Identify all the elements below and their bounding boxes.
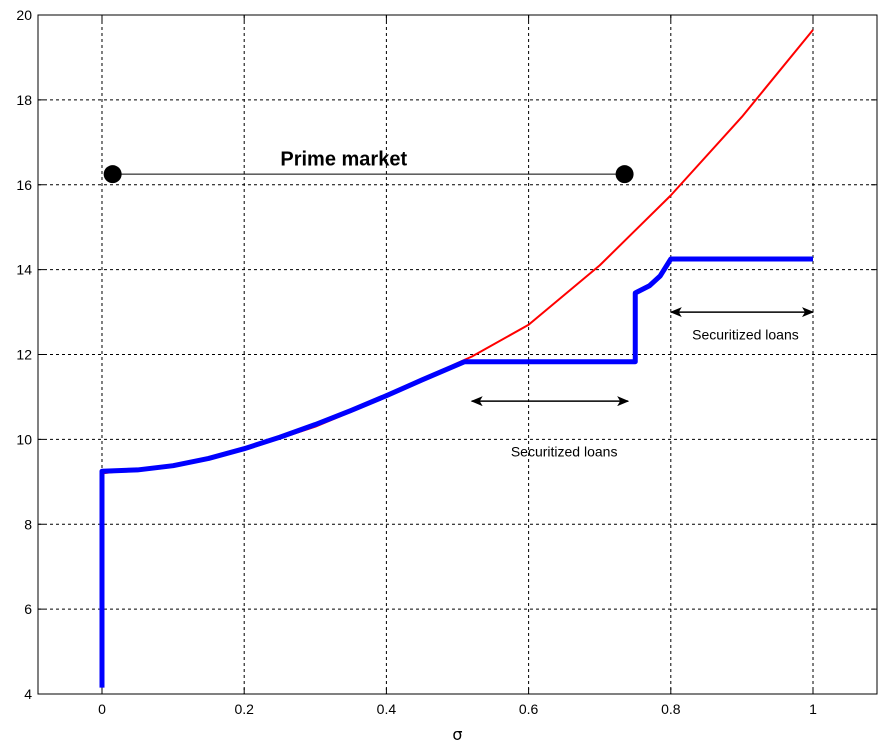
x-tick-label: 0.4 <box>377 701 397 717</box>
annotations: Prime market Securitized loans Securitized… <box>103 149 815 459</box>
x-tick-label: 0 <box>98 701 106 717</box>
plot-series <box>99 29 814 688</box>
y-tick-label: 4 <box>24 686 32 702</box>
range-endpoint-dot <box>615 165 634 184</box>
y-tick-label: 8 <box>24 516 32 532</box>
y-tick-label: 20 <box>16 7 32 23</box>
y-tick-label: 12 <box>16 347 32 363</box>
y-tick-label: 10 <box>16 431 32 447</box>
series-line-2 <box>99 256 814 688</box>
plot-frame <box>37 14 878 695</box>
x-tick-label: 0.2 <box>234 701 254 717</box>
y-tick-label: 6 <box>24 601 32 617</box>
y-tick-label: 16 <box>16 177 32 193</box>
securitized-loans-label: Securitized loans <box>511 443 618 459</box>
series-line-1 <box>101 29 814 475</box>
grid-lines <box>38 15 877 694</box>
range-endpoint-dot <box>103 165 122 184</box>
x-tick-label: 0.6 <box>519 701 539 717</box>
y-tick-label: 14 <box>16 262 32 278</box>
y-tick-label: 18 <box>16 92 32 108</box>
prime-market-label: Prime market <box>280 149 407 171</box>
securitized-loans-label: Securitized loans <box>692 327 799 343</box>
x-axis-label: σ <box>452 725 462 744</box>
x-tick-label: 1 <box>809 701 817 717</box>
x-tick-label: 0.8 <box>661 701 681 717</box>
